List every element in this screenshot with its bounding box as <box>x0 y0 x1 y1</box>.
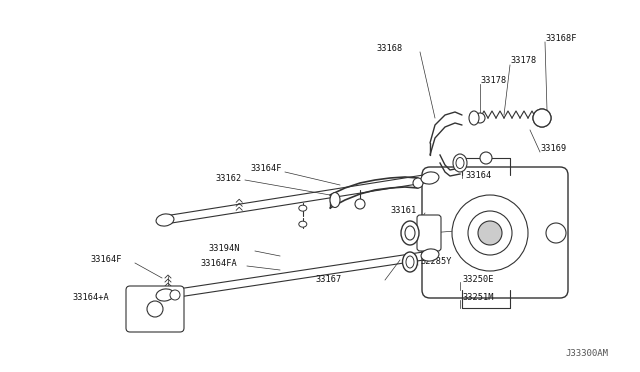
Ellipse shape <box>330 192 340 208</box>
Circle shape <box>546 223 566 243</box>
Circle shape <box>170 290 180 300</box>
Text: 33167: 33167 <box>315 276 341 285</box>
Circle shape <box>478 221 502 245</box>
Ellipse shape <box>421 249 439 261</box>
Ellipse shape <box>456 157 464 169</box>
Circle shape <box>355 199 365 209</box>
Circle shape <box>475 113 485 123</box>
Text: 33250E: 33250E <box>462 276 493 285</box>
Circle shape <box>533 109 551 127</box>
Ellipse shape <box>421 172 439 184</box>
Text: 33168F: 33168F <box>545 33 577 42</box>
Ellipse shape <box>299 205 307 211</box>
Text: 33251M: 33251M <box>462 294 493 302</box>
Text: 33178: 33178 <box>480 76 506 84</box>
Circle shape <box>452 195 528 271</box>
Ellipse shape <box>469 111 479 125</box>
Circle shape <box>413 178 423 188</box>
Text: 31506X: 31506X <box>458 224 490 232</box>
Circle shape <box>147 301 163 317</box>
Circle shape <box>468 211 512 255</box>
Text: 33168: 33168 <box>377 44 403 52</box>
Circle shape <box>533 109 551 127</box>
Text: 33164FA: 33164FA <box>200 259 237 267</box>
Ellipse shape <box>401 221 419 245</box>
FancyBboxPatch shape <box>126 286 184 332</box>
Text: 33164F: 33164F <box>250 164 282 173</box>
FancyBboxPatch shape <box>422 167 568 298</box>
Ellipse shape <box>405 226 415 240</box>
Text: 33164F: 33164F <box>90 256 122 264</box>
Ellipse shape <box>453 154 467 172</box>
Text: 33162: 33162 <box>215 173 241 183</box>
Ellipse shape <box>156 214 174 226</box>
Ellipse shape <box>406 256 414 268</box>
Text: 33164: 33164 <box>465 170 492 180</box>
Text: 33178: 33178 <box>510 55 536 64</box>
Text: J33300AM: J33300AM <box>565 349 608 358</box>
Text: 33161: 33161 <box>390 205 416 215</box>
FancyBboxPatch shape <box>417 215 441 251</box>
Circle shape <box>480 152 492 164</box>
Ellipse shape <box>299 221 307 227</box>
Ellipse shape <box>156 289 174 301</box>
Text: 32285Y: 32285Y <box>420 257 451 266</box>
Text: 33194N: 33194N <box>208 244 239 253</box>
Text: 33164+A: 33164+A <box>72 294 109 302</box>
Ellipse shape <box>403 252 417 272</box>
Text: 33169: 33169 <box>540 144 566 153</box>
